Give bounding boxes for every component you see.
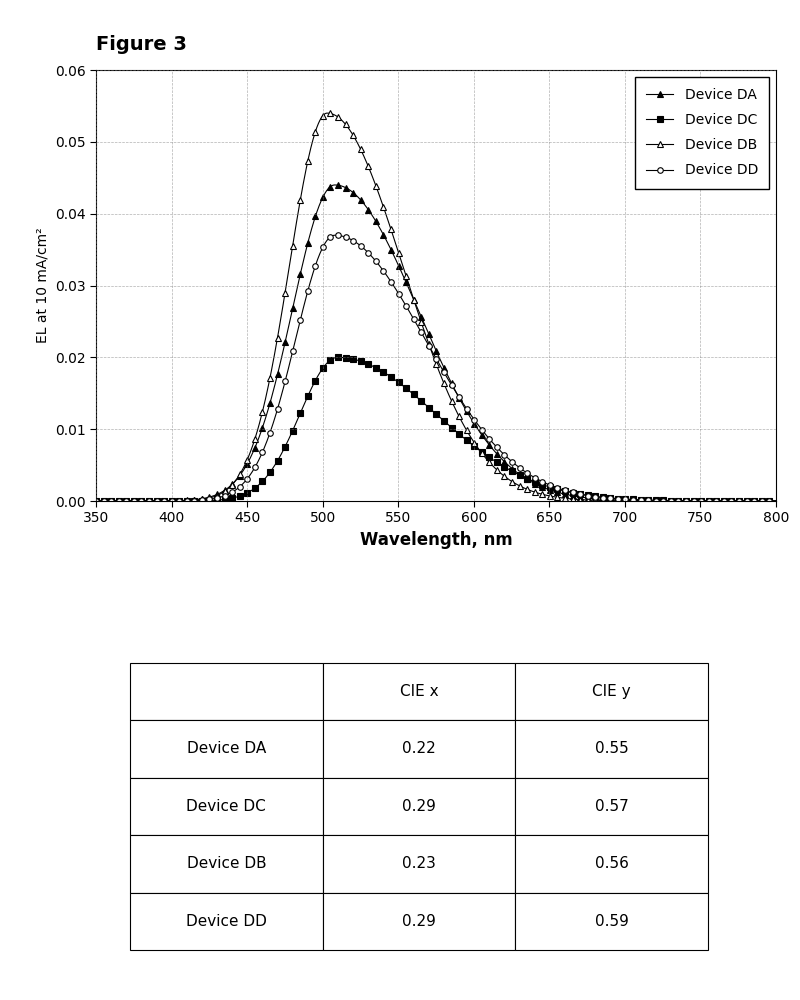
- Device DC: [679, 495, 689, 507]
- Device DB: [322, 107, 332, 119]
- Device DC: [334, 351, 343, 363]
- Device DD: [576, 488, 586, 500]
- Device DA: [604, 494, 614, 506]
- Device DB: [382, 212, 392, 224]
- Device DD: [679, 495, 689, 507]
- Device DA: [679, 495, 689, 507]
- Device DB: [91, 495, 101, 507]
- Device DC: [268, 462, 278, 474]
- Device DB: [771, 495, 781, 507]
- Y-axis label: EL at 10 mA/cm²: EL at 10 mA/cm²: [35, 228, 50, 343]
- Device DA: [576, 491, 586, 503]
- Device DA: [330, 179, 340, 191]
- Legend: Device DA, Device DC, Device DB, Device DD: Device DA, Device DC, Device DB, Device …: [634, 77, 769, 188]
- Device DC: [91, 495, 101, 507]
- Device DC: [576, 488, 586, 500]
- Device DC: [166, 495, 175, 507]
- Device DC: [604, 492, 614, 504]
- Device DD: [330, 229, 340, 241]
- Line: Device DD: Device DD: [94, 232, 778, 504]
- Device DB: [576, 494, 586, 506]
- Line: Device DA: Device DA: [94, 182, 778, 504]
- Line: Device DB: Device DB: [94, 110, 778, 504]
- Device DB: [604, 495, 614, 507]
- X-axis label: Wavelength, nm: Wavelength, nm: [360, 531, 512, 549]
- Device DA: [91, 495, 101, 507]
- Device DD: [771, 495, 781, 507]
- Device DA: [382, 236, 392, 248]
- Device DA: [771, 495, 781, 507]
- Device DC: [382, 368, 392, 380]
- Device DB: [268, 356, 278, 368]
- Line: Device DC: Device DC: [94, 355, 778, 504]
- Device DD: [166, 495, 175, 507]
- Device DD: [382, 270, 392, 282]
- Device DD: [268, 418, 278, 430]
- Device DA: [166, 495, 175, 507]
- Device DB: [166, 495, 175, 507]
- Text: Figure 3: Figure 3: [96, 35, 187, 54]
- Device DC: [771, 495, 781, 507]
- Device DA: [268, 386, 278, 398]
- Device DD: [604, 492, 614, 504]
- Device DB: [679, 495, 689, 507]
- Device DD: [91, 495, 101, 507]
